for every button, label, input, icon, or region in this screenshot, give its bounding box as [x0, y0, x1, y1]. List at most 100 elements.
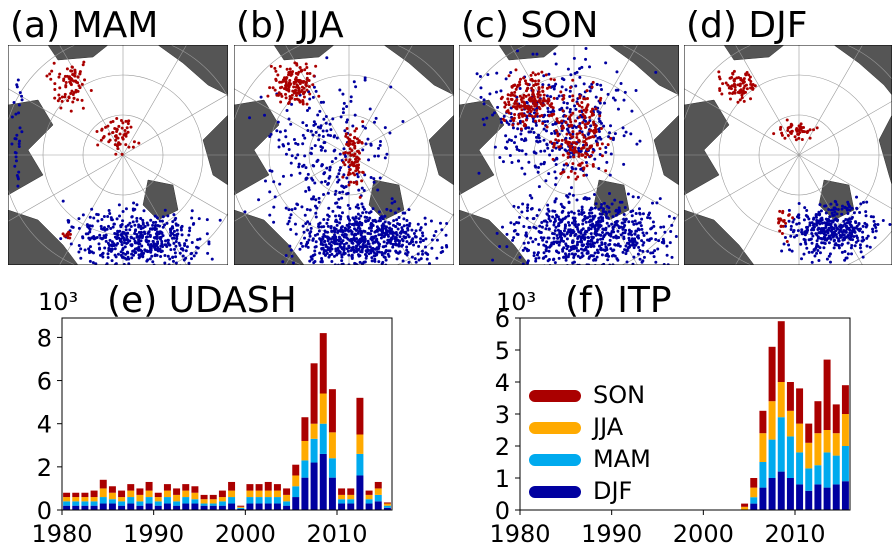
obs-dot: [343, 226, 347, 230]
obs-dot: [377, 146, 381, 150]
obs-dot: [307, 188, 311, 192]
obs-dot: [58, 72, 62, 76]
obs-dot: [124, 143, 128, 147]
obs-dot: [82, 60, 86, 64]
obs-dot: [139, 239, 143, 243]
obs-dot: [749, 97, 753, 101]
obs-dot: [16, 78, 20, 82]
obs-dot: [369, 210, 373, 214]
obs-dot: [823, 230, 827, 234]
obs-dot: [142, 251, 146, 255]
bar-segment: [209, 503, 217, 506]
obs-dot: [329, 134, 333, 138]
obs-dot: [550, 112, 554, 116]
obs-dot: [547, 227, 551, 231]
obs-dot: [530, 114, 534, 118]
obs-dot: [384, 228, 388, 232]
obs-dot: [369, 229, 373, 233]
obs-dot: [634, 89, 638, 93]
obs-dot: [522, 93, 526, 97]
obs-dot: [608, 232, 612, 236]
obs-dot: [566, 175, 570, 179]
obs-dot: [632, 255, 636, 259]
obs-dot: [600, 142, 604, 146]
obs-dot: [834, 242, 838, 246]
obs-dot: [366, 137, 370, 141]
obs-dot: [828, 260, 832, 264]
obs-dot: [367, 226, 371, 230]
bar-segment: [759, 410, 767, 434]
obs-dot: [167, 243, 171, 247]
obs-dot: [526, 82, 530, 86]
obs-dot: [419, 257, 423, 261]
obs-dot: [545, 125, 549, 129]
obs-dot: [338, 88, 342, 92]
obs-dot: [314, 130, 318, 134]
obs-dot: [383, 126, 387, 130]
obs-dot: [740, 78, 744, 82]
obs-dot: [111, 268, 114, 271]
obs-dot: [337, 214, 341, 218]
obs-dot: [503, 105, 507, 109]
bar-segment: [814, 401, 822, 434]
obs-dot: [544, 73, 548, 77]
obs-dot: [506, 97, 510, 101]
obs-dot: [567, 220, 571, 224]
graticule: [234, 88, 350, 156]
obs-dot: [858, 246, 862, 250]
obs-dot: [812, 128, 816, 132]
obs-dot: [605, 221, 609, 225]
obs-dot: [304, 222, 308, 226]
obs-dot: [389, 268, 392, 271]
obs-dot: [380, 224, 384, 228]
obs-dot: [858, 243, 862, 247]
obs-dot: [351, 171, 355, 175]
obs-dot: [574, 125, 578, 129]
obs-dot: [397, 216, 401, 220]
obs-dot: [780, 133, 784, 137]
obs-dot: [287, 82, 291, 86]
obs-dot: [325, 221, 329, 225]
obs-dot: [359, 214, 363, 218]
obs-dot: [417, 244, 421, 248]
obs-dot: [571, 78, 575, 82]
obs-dot: [633, 219, 637, 223]
obs-dot: [274, 79, 278, 83]
obs-dot: [576, 240, 580, 244]
obs-dot: [509, 119, 513, 123]
obs-dot: [640, 227, 644, 231]
obs-dot: [333, 134, 337, 138]
obs-dot: [631, 262, 635, 265]
obs-dot: [530, 86, 534, 90]
obs-dot: [568, 155, 572, 159]
bar-segment: [191, 503, 199, 510]
obs-dot: [593, 227, 597, 231]
obs-dot: [305, 102, 309, 106]
obs-dot: [139, 231, 143, 235]
obs-dot: [79, 256, 83, 260]
obs-dot: [81, 213, 85, 217]
obs-dot: [77, 243, 81, 247]
obs-dot: [562, 229, 566, 233]
obs-dot: [137, 223, 141, 227]
obs-dot: [190, 251, 194, 255]
obs-dot: [811, 223, 815, 227]
obs-dot: [430, 246, 434, 250]
obs-dot: [14, 112, 18, 116]
obs-dot: [634, 229, 638, 233]
obs-dot: [134, 228, 138, 232]
obs-dot: [656, 266, 659, 269]
obs-dot: [553, 170, 557, 174]
obs-dot: [119, 250, 123, 254]
obs-dot: [338, 190, 342, 194]
obs-dot: [282, 78, 286, 82]
obs-dot: [523, 79, 527, 83]
land: [383, 45, 454, 96]
obs-dot: [576, 254, 580, 258]
obs-dot: [657, 239, 661, 243]
obs-dot: [558, 147, 562, 151]
obs-dot: [308, 92, 312, 96]
obs-dot: [609, 124, 613, 128]
obs-dot: [499, 117, 503, 121]
obs-dot: [571, 193, 575, 197]
